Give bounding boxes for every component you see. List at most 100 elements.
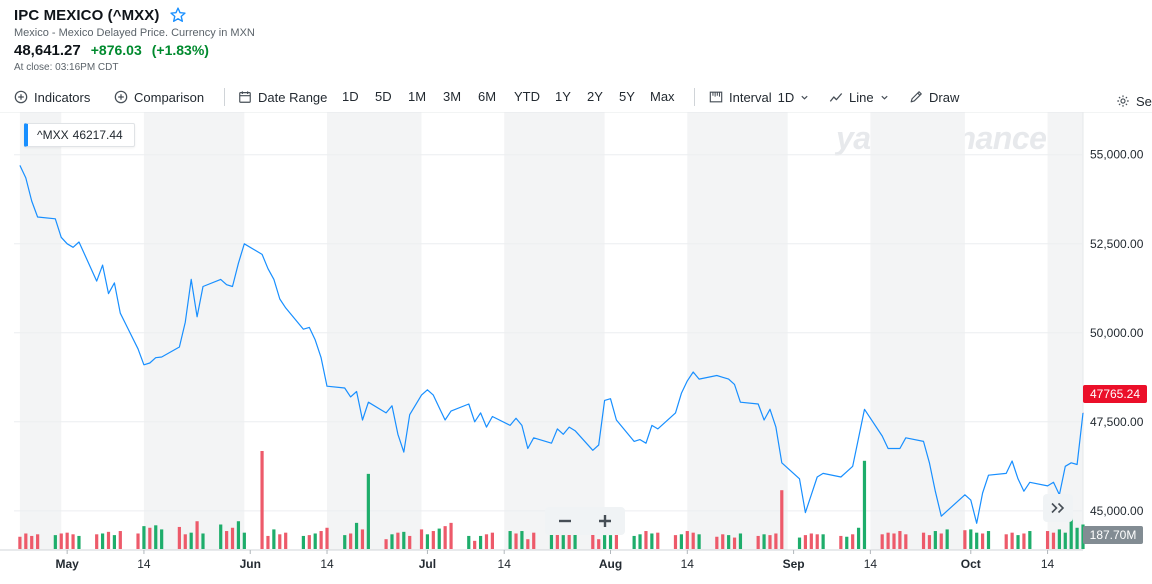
volume-bar [408, 535, 412, 549]
volume-bar [136, 533, 140, 549]
month-shading [0, 111, 1152, 550]
date-range-label: Date Range [258, 89, 328, 105]
range-max-button[interactable]: Max [650, 89, 675, 104]
price-point [137, 348, 138, 349]
settings-button[interactable]: Se [1116, 90, 1152, 112]
price-point [639, 439, 640, 440]
price-point [1017, 478, 1018, 479]
zoom-in-button[interactable] [585, 507, 625, 535]
volume-bar [390, 534, 394, 549]
price-point [486, 427, 487, 428]
price-series [19, 165, 1084, 524]
chart-type-dropdown[interactable]: Line [829, 86, 889, 108]
volume-bar [514, 533, 518, 549]
volume-bar [975, 532, 979, 549]
price-point [893, 448, 894, 449]
volume-bar [774, 533, 778, 549]
price-point [315, 339, 316, 340]
volume-bar [189, 532, 193, 549]
price-point [610, 398, 611, 399]
volume-bar [939, 533, 943, 549]
price-point [149, 362, 150, 363]
price-point [244, 243, 245, 244]
price-point [651, 425, 652, 426]
price-point [935, 491, 936, 492]
page-title: IPC MEXICO (^MXX) [14, 6, 160, 24]
tooltip-value: 46217.44 [72, 128, 123, 142]
range-5d-button[interactable]: 5D [375, 89, 392, 104]
range-1y-button[interactable]: 1Y [555, 89, 571, 104]
volume-bar [431, 531, 435, 549]
chevron-down-icon [801, 95, 808, 100]
price-point [197, 316, 198, 317]
volume-bar [851, 534, 855, 549]
scroll-to-latest-button[interactable] [1043, 494, 1073, 522]
price-point [521, 425, 522, 426]
range-1m-button[interactable]: 1M [408, 89, 427, 104]
range-3m-button[interactable]: 3M [443, 89, 462, 104]
volume-bar [112, 535, 117, 549]
price-point [232, 286, 233, 287]
price-point [923, 441, 924, 442]
price-point [1012, 460, 1013, 461]
price-point [970, 500, 971, 501]
price-point [769, 409, 770, 410]
volume-bar [473, 540, 477, 549]
range-1d-button[interactable]: 1D [342, 89, 359, 104]
volume-bar [697, 534, 701, 549]
star-icon[interactable] [169, 6, 187, 24]
price-point [67, 243, 68, 244]
month-shade-band [870, 112, 965, 550]
price-chart[interactable]: 45,000.00 47,500.00 50,000.00 52,500.00 55,0… [0, 111, 1152, 584]
price-point [941, 516, 942, 517]
zoom-control [545, 507, 625, 535]
volume-bar [419, 529, 424, 549]
price-point [846, 471, 847, 472]
price-point [817, 476, 818, 477]
chart-type-label: Line [849, 89, 874, 105]
price-point [279, 298, 280, 299]
volume-bar [1069, 516, 1073, 549]
price-point [55, 218, 56, 219]
tooltip-symbol: ^MXX [37, 128, 69, 142]
range-5y-button[interactable]: 5Y [619, 89, 635, 104]
range-2y-button[interactable]: 2Y [587, 89, 603, 104]
price-point [864, 409, 865, 410]
comparison-button[interactable]: Comparison [114, 86, 204, 108]
chart-area[interactable]: 45,000.00 47,500.00 50,000.00 52,500.00 55,0… [0, 111, 1152, 584]
price-point [474, 421, 475, 422]
price-point [734, 384, 735, 385]
date-range-button[interactable]: Date Range [238, 86, 327, 108]
x-tick-label: Aug [599, 557, 622, 571]
toolbar-divider [694, 88, 695, 106]
volume-bar [354, 522, 359, 549]
interval-dropdown[interactable]: Interval 1D [709, 86, 809, 108]
volume-tag: 187.70M [1083, 526, 1143, 544]
price-point [1065, 466, 1066, 467]
range-ytd-button[interactable]: YTD [514, 89, 540, 104]
volume-bar [272, 529, 276, 549]
price-point [309, 327, 310, 328]
price-point [687, 380, 688, 381]
volume-bar [898, 531, 902, 549]
volume-bar [880, 534, 884, 549]
x-tick-label: May [55, 557, 79, 571]
price-point [31, 200, 32, 201]
price-point [78, 241, 79, 242]
volume-bar [845, 536, 849, 549]
price-point [321, 357, 322, 358]
price-point [675, 412, 676, 413]
double-chevron-right-icon [1051, 502, 1065, 514]
volume-bar [18, 536, 22, 549]
y-tick-label: 52,500.00 [1090, 237, 1144, 251]
range-6m-button[interactable]: 6M [478, 89, 497, 104]
price-point [356, 391, 357, 392]
zoom-out-button[interactable] [545, 507, 585, 535]
volume-bar [561, 535, 565, 549]
interval-label: Interval [729, 89, 772, 105]
price-point [551, 443, 552, 444]
price-point [226, 284, 227, 285]
draw-button[interactable]: Draw [909, 86, 959, 108]
indicators-button[interactable]: Indicators [14, 86, 90, 108]
price-point [888, 448, 889, 449]
